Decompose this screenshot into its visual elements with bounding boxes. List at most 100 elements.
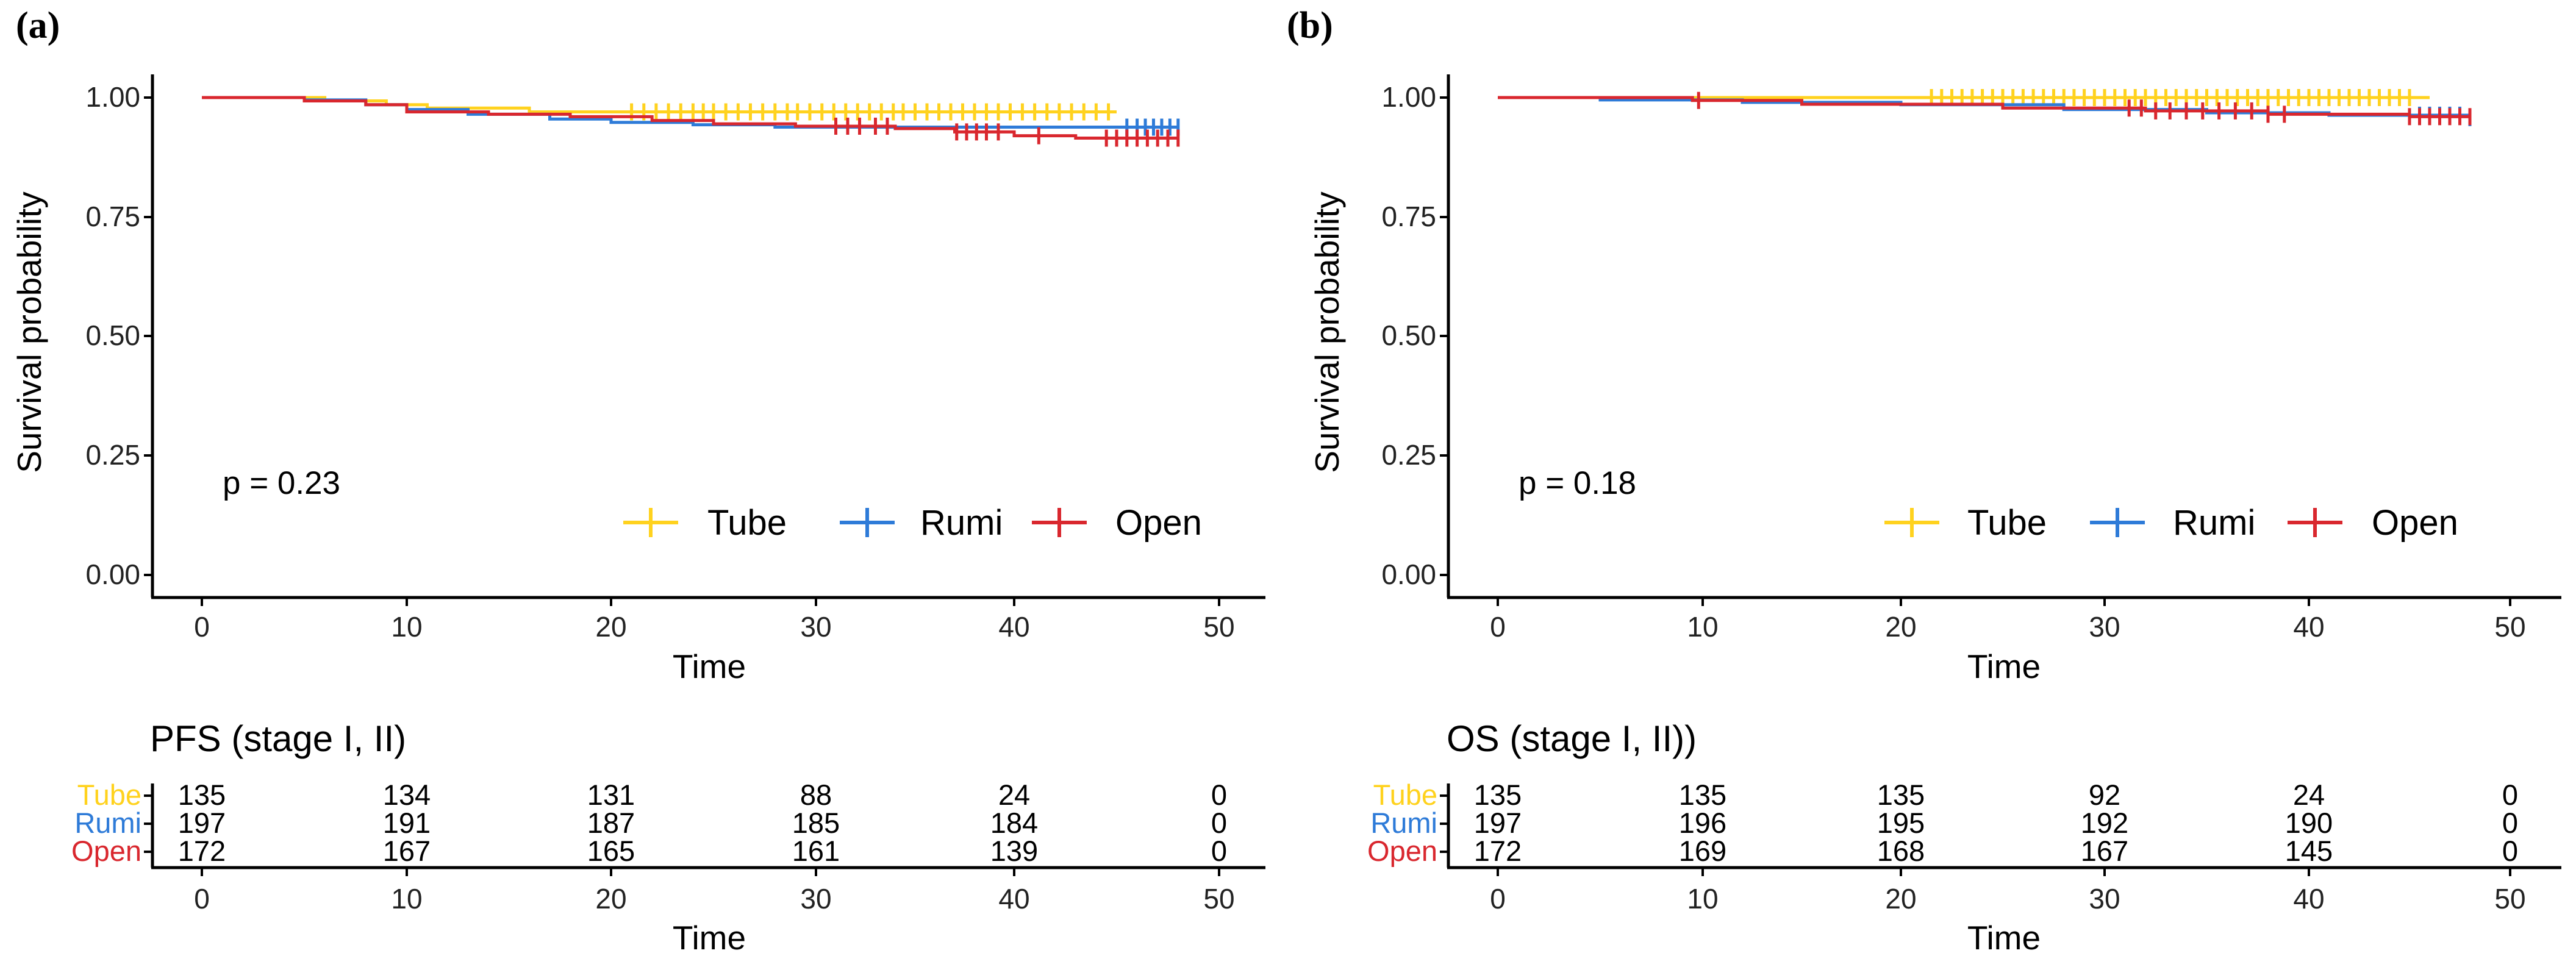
panel-b: (b) Survival probability 1.00 0.75 0.50 … xyxy=(1287,5,2561,957)
panel-b-x-axis-title: Time xyxy=(1967,648,2041,685)
panel-b-risk-x-ticks: 0 10 20 30 40 50 xyxy=(1490,883,2525,915)
panel-a-risk-x-axis-title: Time xyxy=(673,919,746,957)
panel-b-y-axis-title: Survival probability xyxy=(1308,191,1346,473)
panel-a-x-axis-title: Time xyxy=(673,648,746,685)
risk-row-tube-label: Tube xyxy=(1373,779,1437,811)
panel-b-label: (b) xyxy=(1287,5,1333,46)
risk-count-rumi: 197 xyxy=(178,807,226,839)
legend-open-label: Open xyxy=(1115,503,1202,543)
panel-a-risk-xtick-label: 0 xyxy=(194,883,210,915)
panel-a-km-curves xyxy=(202,96,1180,147)
risk-row-open-label: Open xyxy=(1367,835,1437,867)
risk-count-tube: 0 xyxy=(1211,779,1227,811)
risk-count-rumi: 185 xyxy=(792,807,840,839)
panel-a-risk-table: Tube Rumi Open 135 134 131 88 24 0 197 191 187 18… xyxy=(71,779,1227,867)
panel-a-xtick-label: 20 xyxy=(595,611,626,643)
panel-a-risk-axes xyxy=(144,783,1265,876)
panel-b-risk-table: Tube Rumi Open 135 135 135 92 24 0 197 196 195 19… xyxy=(1367,779,2518,867)
panel-b-risk-axes xyxy=(1440,783,2561,876)
risk-row-rumi-label: Rumi xyxy=(74,807,141,839)
panel-b-axes xyxy=(1440,74,2561,606)
risk-count-open: 145 xyxy=(2285,835,2333,867)
panel-b-xtick-label: 50 xyxy=(2494,611,2525,643)
risk-count-tube: 135 xyxy=(1877,779,1925,811)
risk-count-open: 167 xyxy=(2081,835,2128,867)
panel-b-xtick-label: 0 xyxy=(1490,611,1506,643)
panel-b-ytick-label: 0.50 xyxy=(1381,319,1436,351)
risk-count-tube: 131 xyxy=(587,779,635,811)
risk-count-tube: 135 xyxy=(178,779,226,811)
risk-count-tube: 88 xyxy=(800,779,832,811)
panel-a-xtick-label: 50 xyxy=(1203,611,1234,643)
risk-count-tube: 0 xyxy=(2502,779,2518,811)
panel-a-ytick-label: 0.50 xyxy=(85,319,140,351)
panel-a-risk-xtick-label: 50 xyxy=(1203,883,1234,915)
panel-a-risk-xtick-label: 40 xyxy=(998,883,1029,915)
legend-rumi-label: Rumi xyxy=(920,503,1003,543)
legend-open-label: Open xyxy=(2372,503,2458,543)
open-survival-curve xyxy=(1498,96,2470,118)
panel-b-risk-xtick-label: 20 xyxy=(1885,883,1916,915)
panel-b-ytick-label: 0.25 xyxy=(1381,439,1436,471)
panel-a-axes xyxy=(144,74,1265,606)
panel-a-risk-xtick-label: 30 xyxy=(800,883,831,915)
panel-b-xtick-label: 40 xyxy=(2293,611,2324,643)
risk-count-open: 167 xyxy=(383,835,431,867)
panel-b-risk-xtick-label: 0 xyxy=(1490,883,1506,915)
legend-tube-label: Tube xyxy=(707,503,787,543)
risk-count-open: 161 xyxy=(792,835,840,867)
panel-b-xtick-label: 20 xyxy=(1885,611,1916,643)
panel-a-ytick-label: 0.75 xyxy=(85,201,140,232)
panel-b-pvalue: p = 0.18 xyxy=(1519,465,1636,501)
panel-a-pvalue: p = 0.23 xyxy=(223,465,340,501)
panel-a-x-ticks: 0 10 20 30 40 50 xyxy=(194,611,1234,643)
panel-a-xtick-label: 10 xyxy=(391,611,422,643)
risk-count-open: 169 xyxy=(1679,835,1726,867)
legend-tube-label: Tube xyxy=(1967,503,2047,543)
risk-count-open: 172 xyxy=(1474,835,1522,867)
panel-b-risk-x-axis-title: Time xyxy=(1967,919,2041,957)
panel-a-xtick-label: 40 xyxy=(998,611,1029,643)
risk-count-open: 0 xyxy=(2502,835,2518,867)
panel-a-y-axis-title: Survival probability xyxy=(10,191,48,473)
risk-count-rumi: 0 xyxy=(1211,807,1227,839)
risk-count-rumi: 196 xyxy=(1679,807,1726,839)
panel-b-ytick-label: 0.00 xyxy=(1381,558,1436,590)
risk-row-rumi-label: Rumi xyxy=(1370,807,1437,839)
risk-count-open: 172 xyxy=(178,835,226,867)
risk-count-open: 168 xyxy=(1877,835,1925,867)
panel-b-risk-xtick-label: 30 xyxy=(2089,883,2120,915)
open-survival-curve xyxy=(202,96,1178,140)
risk-count-rumi: 191 xyxy=(383,807,431,839)
risk-count-open: 165 xyxy=(587,835,635,867)
risk-count-rumi: 184 xyxy=(990,807,1038,839)
panel-b-ytick-label: 1.00 xyxy=(1381,81,1436,113)
risk-count-rumi: 187 xyxy=(587,807,635,839)
panel-b-legend: Tube Rumi Open xyxy=(1884,503,2458,543)
panel-a-xtick-label: 0 xyxy=(194,611,210,643)
panel-a-ytick-label: 1.00 xyxy=(85,81,140,113)
panel-a-risk-xtick-label: 10 xyxy=(391,883,422,915)
panel-a: (a) Survival probability 1.00 0.75 0.50 … xyxy=(10,5,1265,957)
risk-row-tube-label: Tube xyxy=(77,779,141,811)
panel-b-risk-table-title: OS (stage I, II)) xyxy=(1447,718,1697,759)
panel-b-y-ticks: 1.00 0.75 0.50 0.25 0.00 xyxy=(1381,81,1436,590)
risk-count-tube: 24 xyxy=(998,779,1030,811)
panel-a-xtick-label: 30 xyxy=(800,611,831,643)
risk-count-rumi: 195 xyxy=(1877,807,1925,839)
risk-count-rumi: 0 xyxy=(2502,807,2518,839)
risk-count-tube: 135 xyxy=(1474,779,1522,811)
risk-count-tube: 134 xyxy=(383,779,431,811)
panel-a-legend: Tube Rumi Open xyxy=(623,503,1202,543)
panel-b-xtick-label: 10 xyxy=(1687,611,1718,643)
risk-count-open: 139 xyxy=(990,835,1038,867)
panel-a-risk-xtick-label: 20 xyxy=(595,883,626,915)
risk-count-tube: 135 xyxy=(1679,779,1726,811)
panel-a-ytick-label: 0.25 xyxy=(85,439,140,471)
panel-a-risk-x-ticks: 0 10 20 30 40 50 xyxy=(194,883,1234,915)
panel-b-risk-xtick-label: 50 xyxy=(2494,883,2525,915)
risk-count-rumi: 192 xyxy=(2081,807,2128,839)
risk-count-open: 0 xyxy=(1211,835,1227,867)
risk-count-rumi: 190 xyxy=(2285,807,2333,839)
